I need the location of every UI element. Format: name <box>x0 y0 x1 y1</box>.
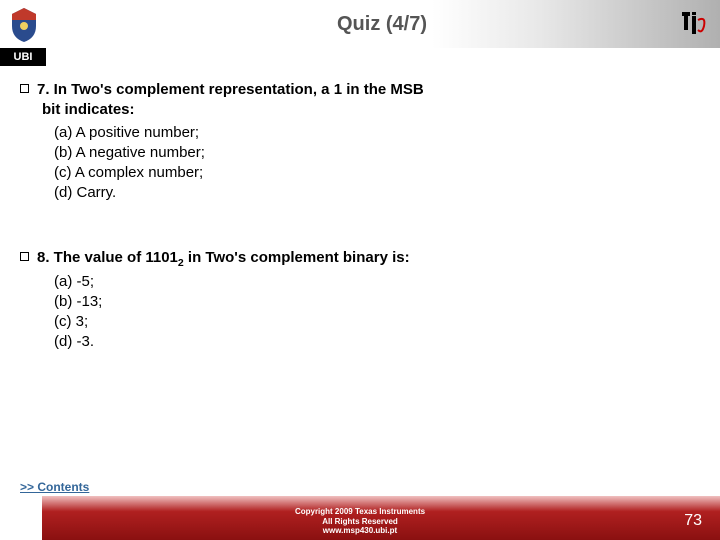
q7-text-line1: 7. In Two's complement representation, a… <box>37 81 424 98</box>
copyright-line1: Copyright 2009 Texas Instruments <box>295 507 425 516</box>
bullet-icon <box>20 252 29 261</box>
page-number: 73 <box>684 512 702 530</box>
q7-option-c: (c) A complex number; <box>54 163 700 183</box>
slide-content: 7. In Two's complement representation, a… <box>20 80 700 397</box>
q8-options: (a) -5; (b) -13; (c) 3; (d) -3. <box>54 272 700 353</box>
slide-title: Quiz (4/7) <box>44 13 720 36</box>
ti-logo <box>676 6 710 40</box>
copyright-block: Copyright 2009 Texas Instruments All Rig… <box>0 507 720 536</box>
q7-option-a: (a) A positive number; <box>54 123 700 143</box>
ubi-crest-logo <box>4 4 44 44</box>
q7-option-d: (d) Carry. <box>54 183 700 203</box>
q7-option-b: (b) A negative number; <box>54 143 700 163</box>
q8-text-prefix: 8. The value of 1101 <box>37 249 178 266</box>
footer-url: www.msp430.ubi.pt <box>323 526 397 535</box>
ti-icon <box>676 6 710 40</box>
q8-text-suffix: in Two's complement binary is: <box>184 249 410 266</box>
bullet-icon <box>20 84 29 93</box>
crest-icon <box>4 4 44 44</box>
q7-options: (a) A positive number; (b) A negative nu… <box>54 123 700 204</box>
q8-option-b: (b) -13; <box>54 292 700 312</box>
copyright-line2: All Rights Reserved <box>322 517 398 526</box>
q8-option-d: (d) -3. <box>54 332 700 352</box>
question-8: 8. The value of 11012 in Two's complemen… <box>20 248 700 353</box>
q8-option-a: (a) -5; <box>54 272 700 292</box>
slide-header: Quiz (4/7) <box>0 0 720 48</box>
contents-link[interactable]: >> Contents <box>20 480 89 494</box>
question-7: 7. In Two's complement representation, a… <box>20 80 700 204</box>
ubi-label: UBI <box>0 48 46 66</box>
slide-footer: Copyright 2009 Texas Instruments All Rig… <box>0 496 720 540</box>
q8-option-c: (c) 3; <box>54 312 700 332</box>
q7-text-line2: bit indicates: <box>42 101 135 118</box>
